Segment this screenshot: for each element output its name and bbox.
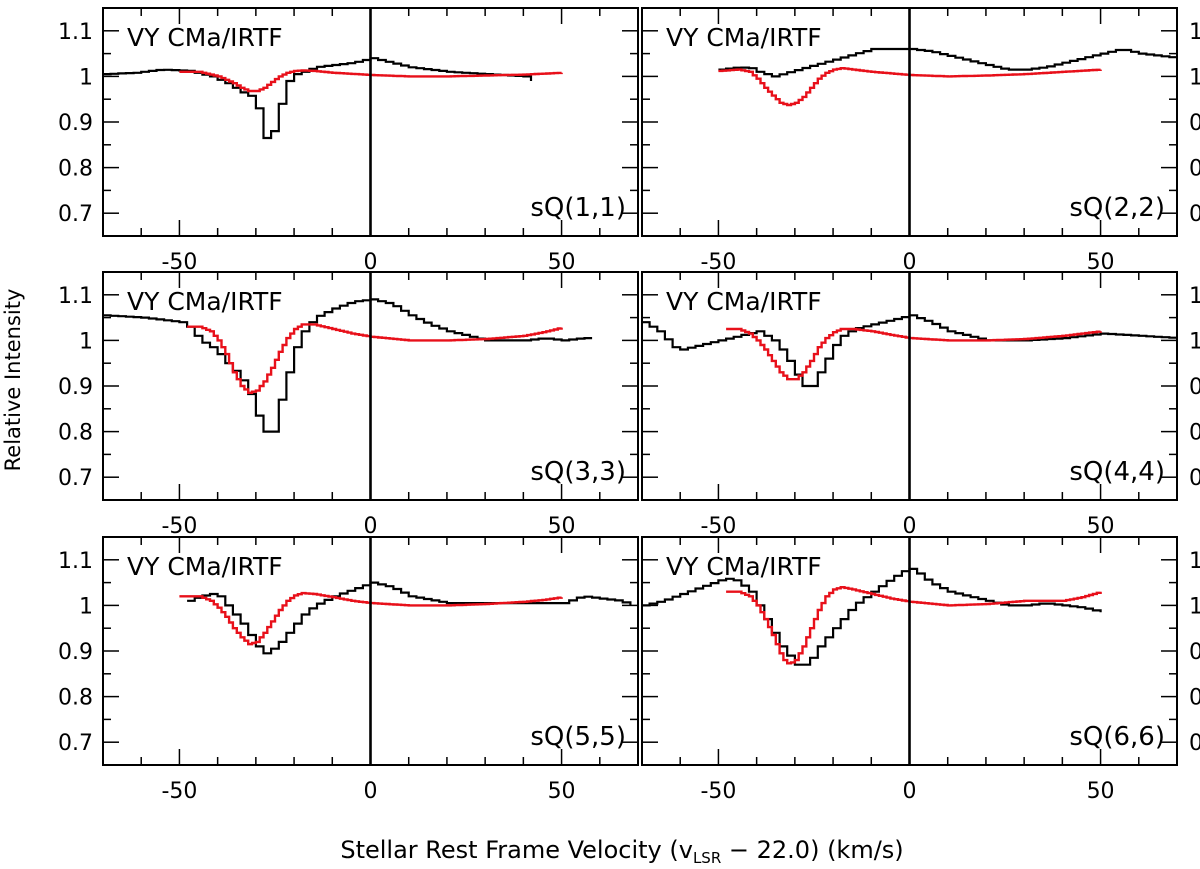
plot-area — [179, 581, 632, 655]
x-tick-label: -50 — [161, 779, 197, 804]
panel-frame — [102, 536, 639, 766]
y-tick-label: 0.7 — [1189, 466, 1200, 491]
observed-spectrum — [103, 57, 533, 140]
panel-title: VY CMa/IRTF — [127, 23, 283, 52]
x-tick-label: 0 — [903, 514, 917, 539]
observed-spectrum — [718, 47, 1177, 78]
x-axis-label-suffix: − 22.0) (km/s) — [721, 836, 903, 864]
panel-frame — [102, 271, 639, 501]
plot-area — [718, 47, 1177, 107]
panel-2: -50 0 50 0.7 0.8 0.9 1 1.1 VY CMa/IRTF sQ(2,2) — [641, 7, 1200, 275]
plot-area — [103, 57, 563, 140]
panel-title: VY CMa/IRTF — [666, 552, 822, 581]
x-tick-label: 50 — [548, 514, 576, 539]
y-tick-label: 1 — [1189, 594, 1200, 619]
transition-label: sQ(2,2) — [1069, 193, 1165, 223]
y-tick-label: 0.9 — [1189, 640, 1200, 665]
x-tick-label: 0 — [364, 779, 378, 804]
y-tick-label: 1.1 — [1189, 549, 1200, 574]
model-spectrum — [726, 586, 1102, 665]
transition-label: sQ(1,1) — [530, 193, 626, 223]
panel-5: -50 0 50 0.7 0.8 0.9 1 1.1 VY CMa/IRTF sQ(5,5) — [58, 536, 639, 804]
x-tick-label: 0 — [903, 779, 917, 804]
model-spectrum — [179, 69, 563, 93]
transition-label: sQ(6,6) — [1069, 722, 1165, 752]
model-spectrum — [187, 323, 563, 394]
y-tick-label: 0.9 — [1189, 111, 1200, 136]
y-tick-label: 1 — [79, 329, 93, 354]
x-axis-label-prefix: Stellar Rest Frame Velocity (v — [340, 836, 693, 864]
x-tick-label: -50 — [700, 779, 736, 804]
y-tick-label: 0.9 — [1189, 375, 1200, 400]
y-tick-label: 0.8 — [58, 686, 93, 711]
y-tick-label: 1.1 — [1189, 20, 1200, 45]
y-axis-label: Relative Intensity — [1, 289, 25, 472]
panel-frame — [641, 7, 1178, 237]
plot-area — [103, 298, 593, 433]
panel-6: -50 0 50 0.7 0.8 0.9 1 1.1 VY CMa/IRTF sQ(6,6) — [641, 536, 1200, 804]
panel-title: VY CMa/IRTF — [127, 287, 283, 316]
transition-label: sQ(5,5) — [530, 722, 626, 752]
transition-label: sQ(4,4) — [1069, 457, 1165, 487]
observed-spectrum — [103, 298, 593, 433]
panel-4: -50 0 50 0.7 0.8 0.9 1 1.1 VY CMa/IRTF sQ(4,4) — [641, 271, 1200, 539]
y-tick-label: 0.8 — [1189, 421, 1200, 446]
y-tick-label: 0.9 — [58, 375, 93, 400]
panel-frame — [102, 7, 639, 237]
plot-area — [642, 314, 1177, 388]
y-tick-label: 0.7 — [58, 202, 93, 227]
y-tick-label: 1.1 — [58, 549, 93, 574]
y-tick-label: 0.8 — [58, 421, 93, 446]
panel-title: VY CMa/IRTF — [666, 287, 822, 316]
minor-ticks — [642, 537, 1177, 765]
y-tick-label: 0.9 — [58, 111, 93, 136]
y-tick-label: 0.8 — [58, 157, 93, 182]
y-tick-label: 0.9 — [58, 640, 93, 665]
y-tick-label: 0.7 — [1189, 202, 1200, 227]
y-tick-label: 0.7 — [58, 466, 93, 491]
panel-3: -50 0 50 0.7 0.8 0.9 1 1.1 VY CMa/IRTF sQ(3,3) — [58, 271, 639, 539]
x-tick-label: -50 — [700, 250, 736, 275]
x-axis-label-subscript: LSR — [693, 849, 721, 867]
panel-title: VY CMa/IRTF — [127, 552, 283, 581]
y-tick-label: 1 — [79, 65, 93, 90]
y-tick-label: 0.7 — [1189, 731, 1200, 756]
x-tick-label: -50 — [161, 514, 197, 539]
x-tick-label: 50 — [1087, 250, 1115, 275]
model-spectrum — [179, 591, 563, 646]
model-spectrum — [726, 327, 1102, 381]
y-tick-label: 0.8 — [1189, 686, 1200, 711]
x-tick-label: 0 — [364, 514, 378, 539]
x-tick-label: 50 — [548, 779, 576, 804]
minor-ticks — [103, 537, 638, 765]
y-tick-label: 0.8 — [1189, 157, 1200, 182]
transition-label: sQ(3,3) — [530, 457, 626, 487]
y-tick-label: 1 — [1189, 329, 1200, 354]
panel-title: VY CMa/IRTF — [666, 23, 822, 52]
y-tick-label: 1.1 — [1189, 284, 1200, 309]
y-tick-label: 1 — [79, 594, 93, 619]
panel-frame — [641, 536, 1178, 766]
y-tick-label: 1.1 — [58, 20, 93, 45]
panel-frame — [641, 271, 1178, 501]
y-tick-label: 1 — [1189, 65, 1200, 90]
x-tick-label: 0 — [903, 250, 917, 275]
x-tick-label: 50 — [1087, 514, 1115, 539]
observed-spectrum — [642, 314, 1177, 388]
panel-1: -50 0 50 0.7 0.8 0.9 1 1.1 VY CMa/IRTF sQ(1,1) — [58, 7, 639, 275]
x-tick-label: 0 — [364, 250, 378, 275]
x-tick-label: 50 — [1087, 779, 1115, 804]
x-axis-label: Stellar Rest Frame Velocity (vLSR − 22.0… — [340, 836, 903, 867]
y-tick-label: 1.1 — [58, 284, 93, 309]
observed-spectrum — [187, 581, 632, 655]
y-tick-label: 0.7 — [58, 731, 93, 756]
plot-area — [642, 567, 1102, 666]
x-tick-label: -50 — [161, 250, 197, 275]
x-tick-label: 50 — [548, 250, 576, 275]
observed-spectrum — [642, 567, 1102, 666]
x-tick-label: -50 — [700, 514, 736, 539]
